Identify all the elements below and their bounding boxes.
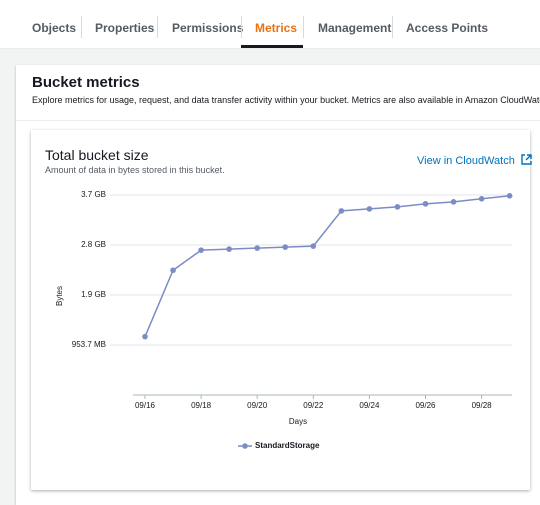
x-tick-label: 09/22 (303, 401, 324, 410)
y-tick-label: 2.8 GB (81, 240, 106, 249)
point (394, 204, 401, 210)
point (338, 208, 345, 214)
point (478, 196, 485, 202)
point (506, 193, 513, 199)
x-tick-label: 09/18 (191, 401, 212, 410)
link-text[interactable]: View in CloudWatch (417, 155, 515, 167)
tab[interactable]: Access Points (406, 21, 489, 35)
point (282, 244, 289, 250)
tab-separator (392, 16, 393, 38)
point (422, 201, 429, 207)
point (254, 245, 260, 251)
tab[interactable]: Objects (32, 21, 77, 35)
x-tick-label: 09/20 (247, 401, 268, 410)
y-tick-label: 3.7 GB (81, 190, 106, 199)
legend-label: StandardStorage (255, 441, 320, 450)
tab-underline (241, 45, 303, 48)
tab-active[interactable]: Metrics (255, 21, 298, 35)
point (366, 206, 373, 212)
x-tick-label: 09/24 (359, 401, 380, 410)
external-icon (521, 154, 532, 165)
tab-separator (81, 16, 82, 38)
x-axis-label: Days (289, 417, 307, 426)
panel-title: Bucket metrics (32, 74, 140, 91)
tab-separator (303, 16, 304, 38)
point (450, 199, 457, 205)
tab-separator (241, 16, 242, 38)
y-tick-label: 953.7 MB (72, 340, 106, 349)
y-tick-label: 1.9 GB (81, 290, 106, 299)
y-axis-label: Bytes (55, 286, 64, 306)
tab-separator (157, 16, 158, 38)
tab[interactable]: Properties (95, 21, 155, 35)
point (310, 243, 317, 249)
chart-card (31, 130, 530, 490)
x-tick-label: 09/26 (415, 401, 436, 410)
chart: 953.7 MB 1.9 GB 2.8 GB 3.7 GB 09/16 09/18 09/2… (55, 190, 513, 450)
point (198, 247, 204, 253)
tab-bar: Objects Properties Permissions Metrics M… (0, 0, 540, 49)
legend-marker (242, 443, 248, 449)
point (142, 333, 148, 340)
tab[interactable]: Management (318, 21, 392, 35)
chart-subtitle: Amount of data in bytes stored in this b… (45, 165, 225, 175)
divider (16, 120, 540, 121)
line (144, 195, 510, 337)
link[interactable]: View in CloudWatch (417, 153, 532, 167)
x-tick-label: 09/16 (135, 401, 156, 410)
tab[interactable]: Permissions (172, 21, 244, 35)
panel-description: Explore metrics for usage, request, and … (32, 95, 540, 105)
point (226, 246, 232, 252)
point (170, 267, 176, 274)
x-tick-label: 09/28 (472, 401, 493, 410)
chart-title: Total bucket size (45, 147, 149, 163)
